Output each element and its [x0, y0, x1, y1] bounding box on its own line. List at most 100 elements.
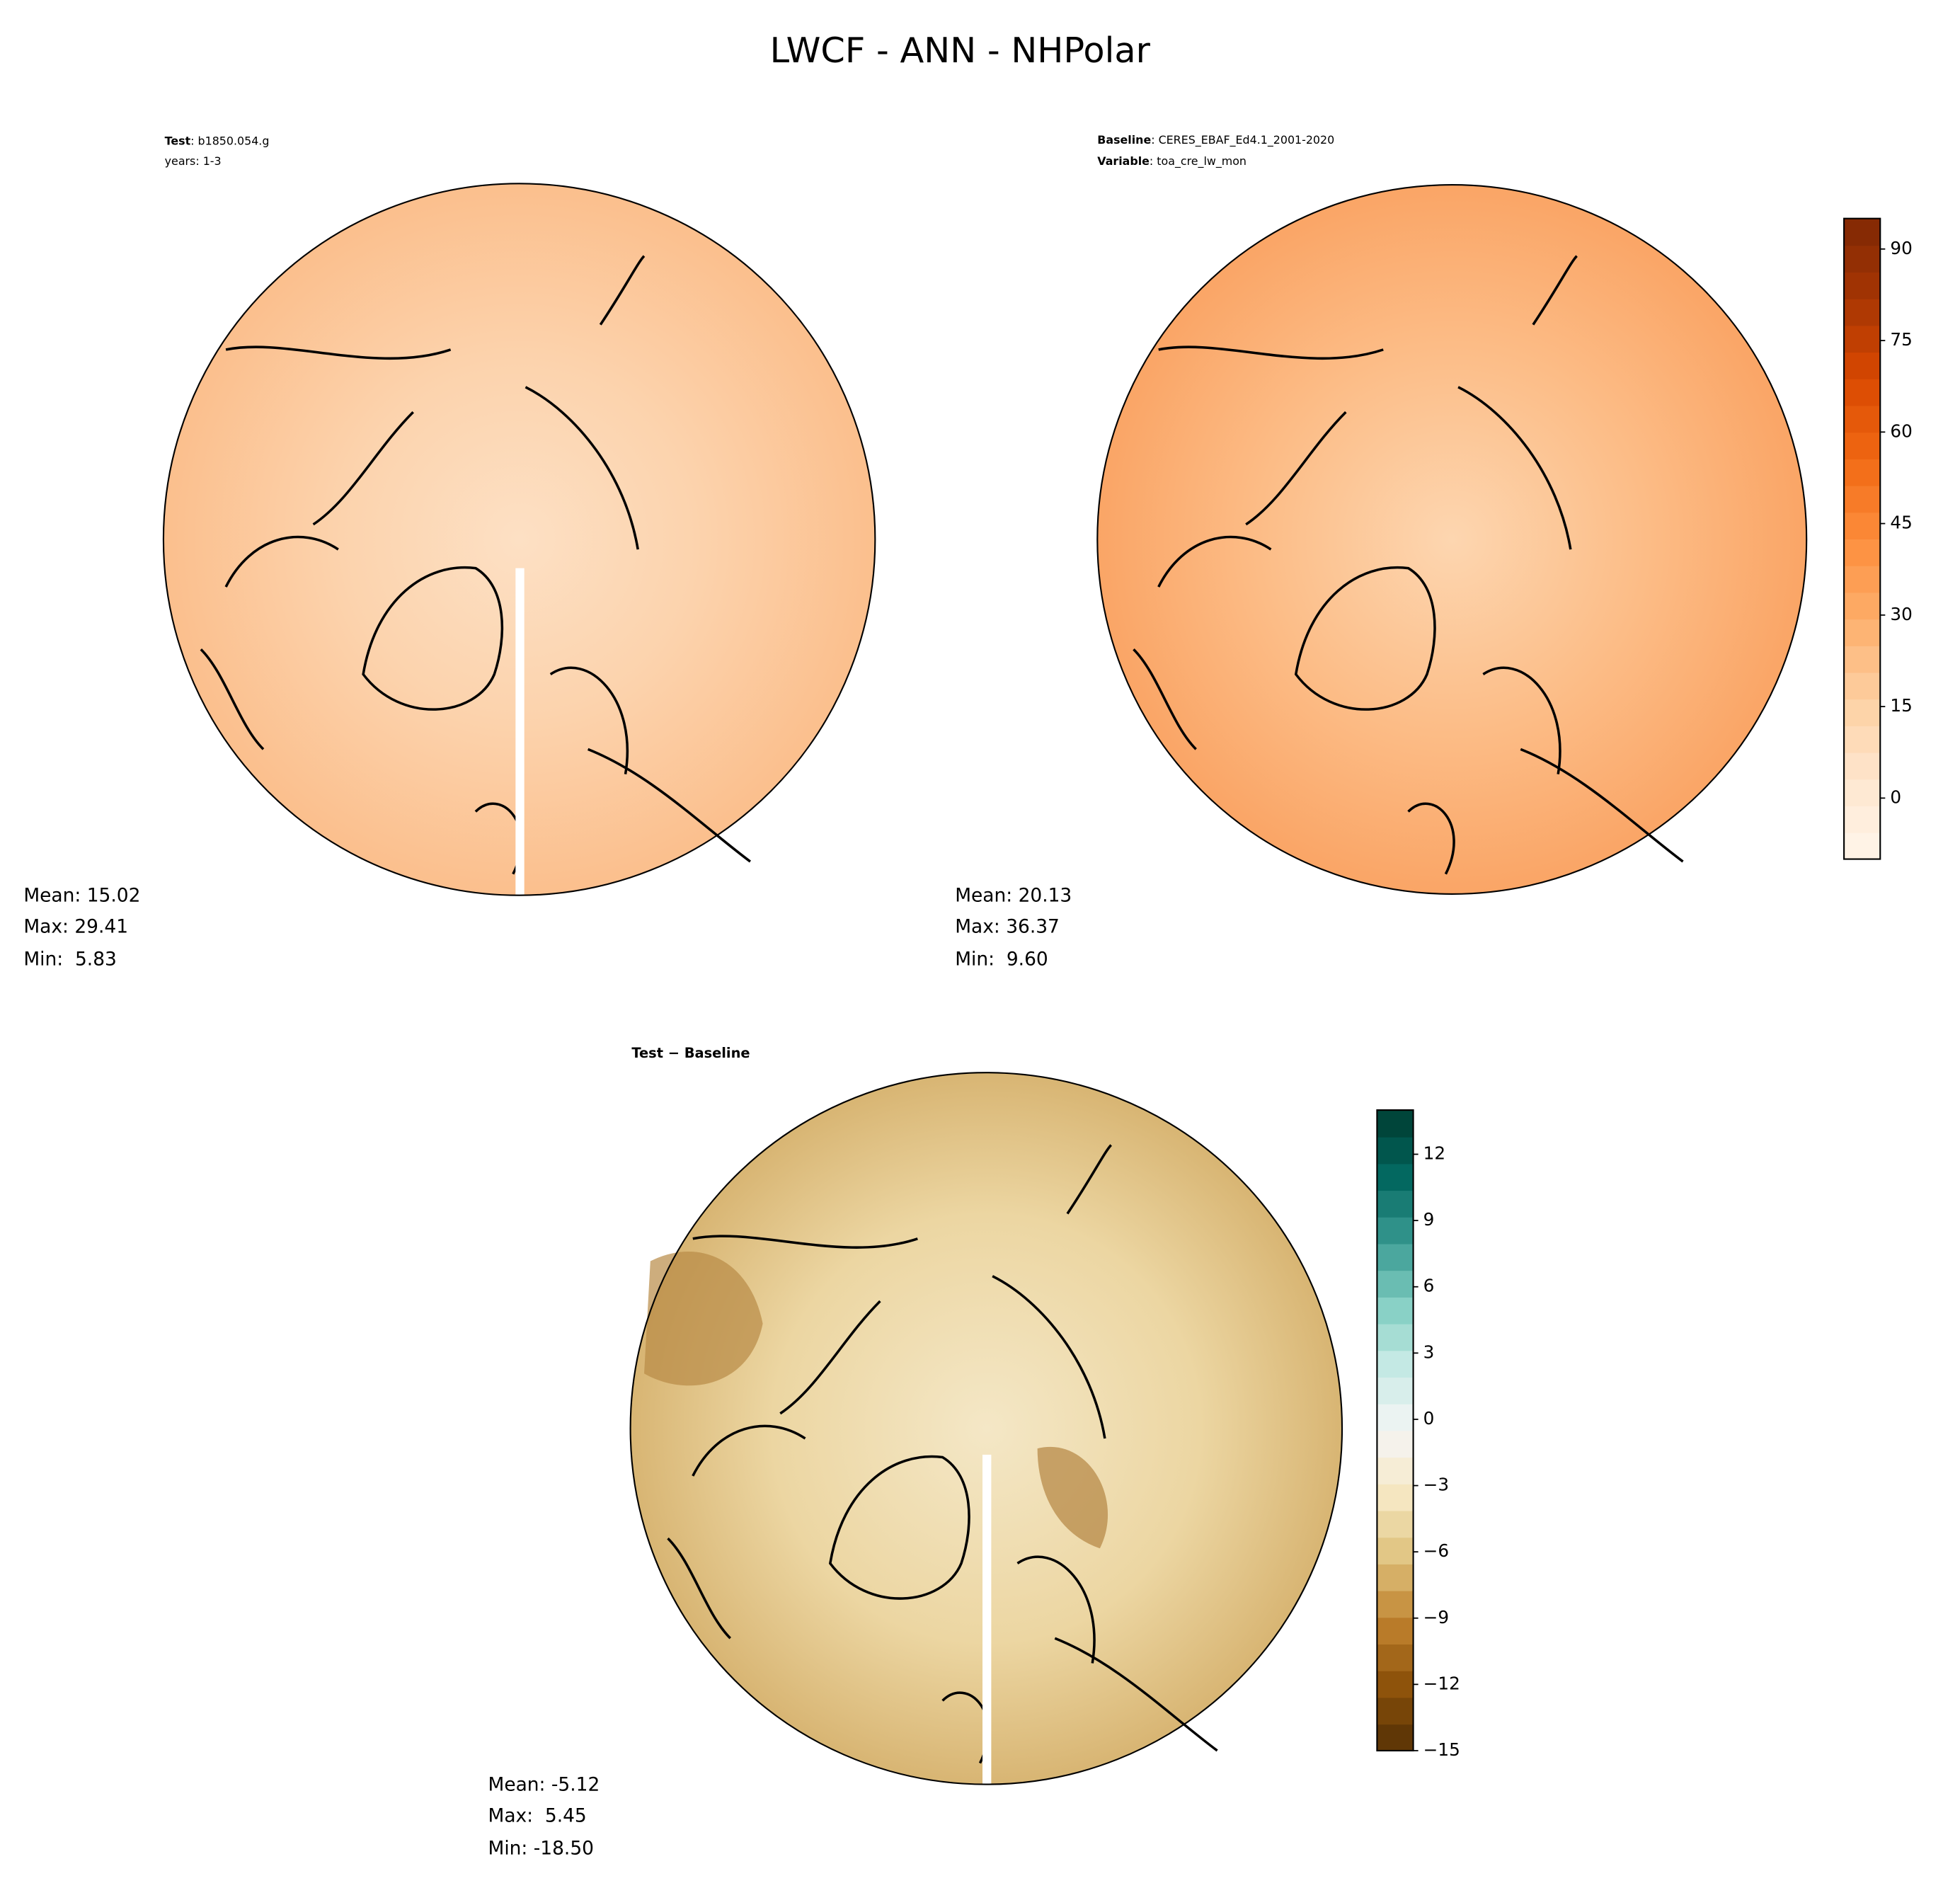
- colorbar-band: [1377, 1644, 1414, 1671]
- colorbar-tick-label: 0: [1423, 1408, 1435, 1429]
- colorbar-band: [1844, 779, 1881, 807]
- stat-line: Min: -18.50: [488, 1837, 594, 1859]
- colorbar-band: [1377, 1377, 1414, 1404]
- colorbar-band: [1377, 1163, 1414, 1191]
- colorbar-tick-label: −6: [1423, 1540, 1449, 1561]
- map-border: [629, 1072, 1343, 1785]
- colorbar-band: [1377, 1403, 1414, 1431]
- colorbar-band: [1844, 378, 1881, 406]
- colorbar-tick-label: 30: [1890, 604, 1912, 624]
- stat-line: Mean: 15.02: [23, 885, 140, 907]
- colorbar-tick-label: −15: [1423, 1739, 1460, 1760]
- colorbar-band: [1377, 1724, 1414, 1751]
- colorbar-band: [1377, 1350, 1414, 1378]
- colorbar-band: [1844, 218, 1881, 246]
- stat-line: Mean: 20.13: [955, 885, 1072, 907]
- header-value: : b1850.054.g: [190, 135, 269, 148]
- header-value: : toa_cre_lw_mon: [1150, 154, 1247, 168]
- header-value: : CERES_EBAF_Ed4.1_2001-2020: [1151, 133, 1334, 147]
- colorbar-band: [1377, 1323, 1414, 1351]
- coastline: [667, 1144, 1218, 1764]
- colorbar-band: [1844, 832, 1881, 860]
- map: [629, 1072, 1343, 1785]
- panel-header: Baseline: CERES_EBAF_Ed4.1_2001-2020: [1097, 133, 1334, 147]
- header-key: Test: [165, 135, 191, 148]
- colorbar-band: [1844, 485, 1881, 513]
- colorbar-band: [1377, 1537, 1414, 1564]
- colorbar-band: [1844, 352, 1881, 379]
- coastline: [200, 255, 752, 875]
- colorbar-band: [1377, 1457, 1414, 1484]
- colorbar-band: [1377, 1564, 1414, 1591]
- colorbar-tick-label: 90: [1890, 238, 1912, 258]
- header-key: Variable: [1097, 154, 1150, 168]
- colorbar-band: [1844, 726, 1881, 753]
- colorbar-band: [1377, 1216, 1414, 1245]
- colorbar-band: [1844, 565, 1881, 593]
- map-border: [1096, 183, 1808, 896]
- colorbar-tick-label: 12: [1423, 1143, 1445, 1164]
- figure-title: LWCF - ANN - NHPolar: [770, 30, 1151, 71]
- colorbar-band: [1844, 699, 1881, 726]
- colorbar-band: [1377, 1617, 1414, 1645]
- map: [162, 183, 876, 896]
- colorbar-band: [1377, 1430, 1414, 1458]
- stat-line: Min: 9.60: [955, 948, 1048, 970]
- colorbar-tick-label: 45: [1890, 513, 1912, 533]
- colorbar-band: [1377, 1190, 1414, 1218]
- colorbar-band: [1844, 325, 1881, 353]
- colorbar-band: [1377, 1297, 1414, 1325]
- colorbar-band: [1377, 1590, 1414, 1618]
- map-feature: [644, 1252, 763, 1386]
- colorbar-band: [1844, 619, 1881, 646]
- map-field: [630, 1072, 1343, 1785]
- panel-header: Test − Baseline: [631, 1045, 750, 1061]
- colorbar-band: [1844, 512, 1881, 539]
- colorbar-tick-label: −12: [1423, 1673, 1460, 1693]
- colorbar-band: [1844, 539, 1881, 566]
- stat-line: Max: 5.45: [488, 1805, 587, 1827]
- missing-data: [515, 568, 525, 896]
- colorbar-band: [1377, 1270, 1414, 1298]
- coastline: [362, 566, 504, 711]
- colorbar-tick-label: 15: [1890, 695, 1912, 716]
- coastline: [1133, 255, 1684, 875]
- colorbar-tick-label: 0: [1890, 786, 1901, 807]
- missing-data: [982, 1454, 992, 1785]
- colorbar-tick-label: 60: [1890, 420, 1912, 441]
- colorbar-frame: [1376, 1109, 1414, 1752]
- stat-line: Mean: -5.12: [488, 1773, 600, 1795]
- stats: Mean: 15.02 Max: 29.41 Min: 5.83: [23, 885, 140, 971]
- colorbar-band: [1377, 1670, 1414, 1698]
- map: [1096, 183, 1808, 896]
- colorbar-band: [1377, 1136, 1414, 1165]
- colorbar-band: [1844, 459, 1881, 486]
- colorbar-band: [1377, 1243, 1414, 1271]
- colorbar-band: [1844, 672, 1881, 700]
- colorbar-band: [1844, 245, 1881, 273]
- colorbar-tick-label: 9: [1423, 1209, 1435, 1230]
- colorbar-frame: [1843, 217, 1881, 860]
- colorbar-tick-label: −9: [1423, 1607, 1449, 1627]
- colorbar-tick-label: −3: [1423, 1475, 1449, 1495]
- panel-header: Test: b1850.054.g: [165, 135, 270, 148]
- colorbar-tick-label: 75: [1890, 329, 1912, 350]
- colorbar-band: [1844, 298, 1881, 326]
- stats: Mean: -5.12 Max: 5.45 Min: -18.50: [488, 1773, 600, 1859]
- colorbar-tick-label: 3: [1423, 1341, 1435, 1362]
- colorbar-band: [1377, 1510, 1414, 1538]
- colorbar-band: [1844, 645, 1881, 673]
- stats: Mean: 20.13 Max: 36.37 Min: 9.60: [955, 885, 1072, 971]
- coastline: [1294, 566, 1436, 711]
- colorbar-tick-label: 6: [1423, 1276, 1435, 1296]
- colorbar-band: [1377, 1697, 1414, 1725]
- stat-line: Max: 36.37: [955, 916, 1060, 938]
- coastline: [828, 1455, 970, 1600]
- colorbar-band: [1844, 806, 1881, 833]
- colorbar-band: [1377, 1110, 1414, 1138]
- colorbar-band: [1844, 752, 1881, 780]
- stat-line: Max: 29.41: [23, 916, 128, 938]
- colorbar-band: [1377, 1483, 1414, 1511]
